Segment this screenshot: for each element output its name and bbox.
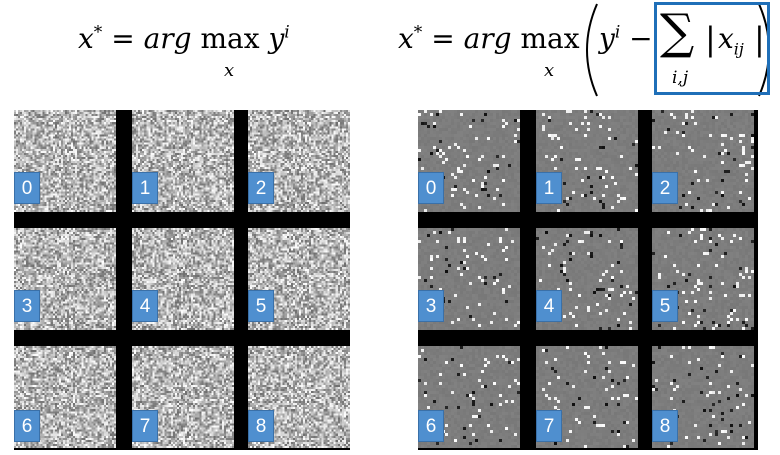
class-label-badge: 4 bbox=[536, 290, 562, 322]
formula-right-sum: ∑ bbox=[660, 4, 695, 60]
formula-right-max: max bbox=[520, 22, 580, 55]
formula-left-eq: = bbox=[111, 22, 135, 55]
class-label-badge: 6 bbox=[14, 410, 40, 442]
formula-left-arg: arg bbox=[143, 22, 192, 55]
class-label-badge: 7 bbox=[132, 410, 158, 442]
sparse-image-4: 4 bbox=[536, 228, 638, 330]
formula-right-eq: = bbox=[431, 22, 455, 55]
regularizer-highlight-box bbox=[654, 2, 770, 95]
sparse-image-3: 3 bbox=[418, 228, 520, 330]
class-label-badge: 0 bbox=[418, 172, 444, 204]
noise-image-1: 1 bbox=[132, 110, 234, 212]
noise-image-6: 6 bbox=[14, 346, 116, 448]
noise-image-2: 2 bbox=[248, 110, 350, 212]
formula-left-max: max bbox=[200, 22, 260, 55]
class-label-badge: 4 bbox=[132, 290, 158, 322]
formula-left-star: * bbox=[93, 22, 103, 43]
class-label-badge: 8 bbox=[652, 410, 678, 442]
formula-left-x: x bbox=[78, 22, 94, 55]
formula-right-xij: x bbox=[718, 22, 734, 55]
formula-left-y: y bbox=[268, 22, 285, 55]
noise-image-8: 8 bbox=[248, 346, 350, 448]
noise-image-3: 3 bbox=[14, 228, 116, 330]
noise-image-7: 7 bbox=[132, 346, 234, 448]
class-label-badge: 3 bbox=[418, 290, 444, 322]
noise-image-5: 5 bbox=[248, 228, 350, 330]
class-label-badge: 7 bbox=[536, 410, 562, 442]
class-label-badge: 8 bbox=[248, 410, 274, 442]
class-label-badge: 5 bbox=[652, 290, 678, 322]
sparse-image-1: 1 bbox=[536, 110, 638, 212]
sparse-image-8: 8 bbox=[652, 346, 754, 448]
sparse-image-0: 0 bbox=[418, 110, 520, 212]
formula-left-y-sup: i bbox=[284, 22, 290, 43]
formula-right-arg: arg bbox=[463, 22, 512, 55]
class-label-badge: 6 bbox=[418, 410, 444, 442]
formula-right-sum-sub: i,j bbox=[672, 68, 689, 88]
class-label-badge: 1 bbox=[132, 172, 158, 204]
class-label-badge: 1 bbox=[536, 172, 562, 204]
formula-right-y: y bbox=[599, 22, 615, 55]
class-label-badge: 2 bbox=[248, 172, 274, 204]
formula-right-abs-close: | bbox=[754, 20, 765, 58]
left-paren-icon bbox=[586, 3, 598, 97]
sparse-image-6: 6 bbox=[418, 346, 520, 448]
sparse-image-5: 5 bbox=[652, 228, 754, 330]
sparse-image-2: 2 bbox=[652, 110, 754, 212]
class-label-badge: 5 bbox=[248, 290, 274, 322]
formula-right-y-sup: i bbox=[614, 22, 621, 43]
sparse-image-7: 7 bbox=[536, 346, 638, 448]
noise-image-4: 4 bbox=[132, 228, 234, 330]
formula-right-max-sub: x bbox=[544, 60, 555, 81]
formula-left-max-sub: x bbox=[224, 60, 235, 81]
noise-image-0: 0 bbox=[14, 110, 116, 212]
class-label-badge: 3 bbox=[14, 290, 40, 322]
noise-image-grid: 0 1 2 3 4 5 6 7 8 bbox=[14, 110, 350, 450]
class-label-badge: 0 bbox=[14, 172, 40, 204]
class-label-badge: 2 bbox=[652, 172, 678, 204]
formula-right-xij-sub: ij bbox=[733, 39, 744, 59]
formula-right-abs-open: | bbox=[705, 20, 716, 58]
sparse-image-grid: 0 1 2 3 4 5 6 7 8 bbox=[418, 110, 758, 450]
formula-right-star: * bbox=[413, 22, 423, 43]
formula-right-minus: − bbox=[629, 22, 653, 55]
formula-right-x: x bbox=[398, 22, 414, 55]
